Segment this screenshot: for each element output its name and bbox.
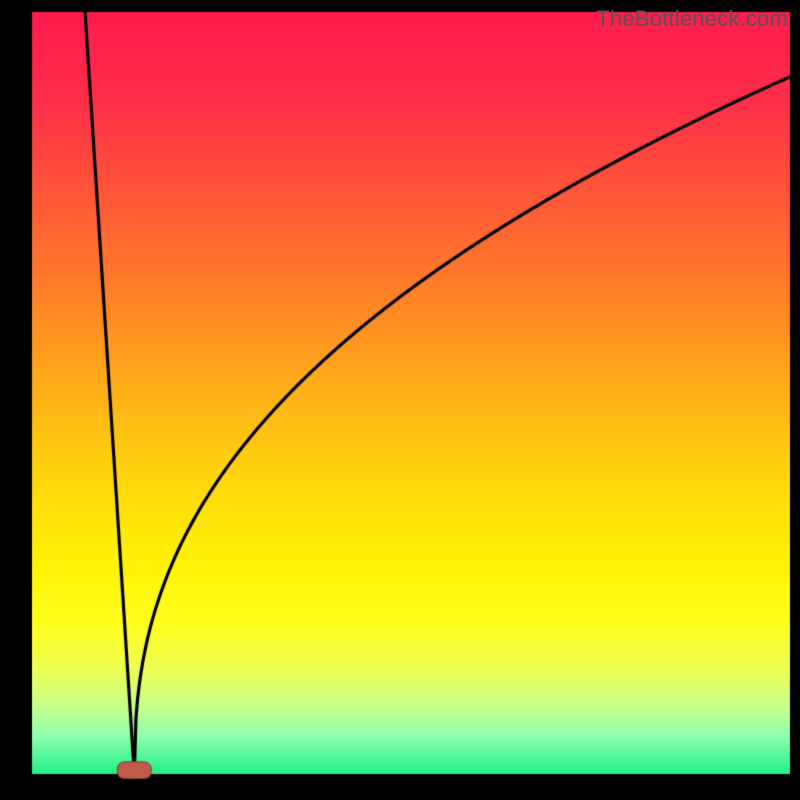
watermark-text: TheBottleneck.com [596,6,788,32]
bottleneck-chart-canvas [0,0,800,800]
